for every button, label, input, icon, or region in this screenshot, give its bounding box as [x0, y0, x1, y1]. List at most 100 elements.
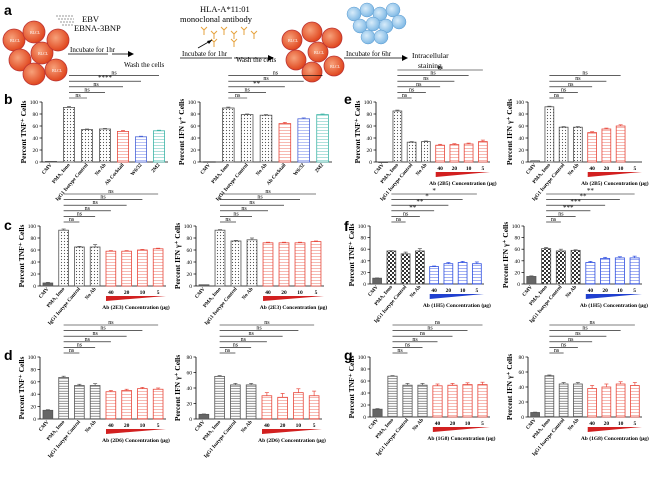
step3-incubate-text: Incubate for 6hr: [346, 50, 392, 58]
ramp-label: Ab (1G8) Concentration (μg): [581, 435, 649, 442]
y-axis-label: Percent IFN γ⁺ Cells: [501, 222, 510, 288]
x-tick-label: 40: [437, 166, 443, 172]
bar: [573, 126, 583, 163]
bar: [89, 246, 101, 287]
bar: [222, 107, 235, 163]
y-tick-label: 20: [191, 148, 197, 154]
x-tick-label: CMV: [525, 417, 538, 431]
bar: [443, 263, 454, 285]
significance-label: ns: [561, 342, 567, 348]
x-tick-label: 40: [435, 421, 441, 427]
y-tick-label: 40: [361, 259, 367, 265]
bar: [630, 385, 640, 418]
bar: [541, 248, 552, 285]
bar: [45, 160, 57, 163]
significance-label: ns: [402, 93, 408, 99]
significance-label: ns: [225, 348, 231, 354]
significance-label: ns: [568, 82, 574, 88]
cell-label: BLCL: [330, 64, 341, 69]
concentration-ramp: [585, 294, 642, 299]
significance-label: ns: [423, 76, 429, 82]
bar: [230, 384, 241, 420]
significance-label: ****: [98, 74, 113, 82]
x-tick-label: No Ab: [241, 286, 255, 301]
bar: [214, 375, 225, 420]
y-tick-label: 40: [33, 136, 39, 142]
y-tick-label: 40: [187, 260, 193, 266]
significance-label: ns: [416, 82, 422, 88]
y-tick-label: 20: [519, 148, 525, 154]
y-tick-label: 100: [516, 100, 525, 106]
panel-label: b: [4, 91, 13, 107]
concentration-ramp: [587, 427, 642, 432]
significance-label: ns: [558, 211, 564, 217]
x-tick-label: 20: [452, 166, 458, 172]
significance-label: ns: [235, 93, 241, 99]
significance-label: ***: [570, 198, 581, 206]
x-tick-label: 40: [265, 290, 271, 296]
bar: [402, 384, 413, 418]
significance-label: **: [253, 80, 261, 88]
bar: [530, 412, 540, 418]
y-tick-label: 0: [521, 415, 524, 421]
bar: [435, 144, 445, 163]
arrow-head-icon: [268, 55, 274, 61]
bar: [387, 375, 398, 418]
bar: [74, 385, 85, 420]
bar: [526, 276, 537, 285]
significance-label: ns: [92, 200, 98, 206]
x-tick-label: 5: [633, 288, 636, 294]
significance-label: ns: [396, 217, 402, 223]
significance-label: **: [580, 193, 588, 201]
y-tick-label: 80: [31, 367, 37, 373]
bar: [555, 250, 566, 285]
y-tick-label: 60: [515, 247, 521, 253]
y-tick-label: 80: [187, 355, 193, 361]
significance-label: ns: [575, 331, 581, 337]
y-tick-label: 100: [364, 100, 373, 106]
bar: [432, 385, 443, 418]
x-tick-label: CMV: [367, 417, 380, 431]
significance-label: ns: [264, 320, 270, 326]
bar: [378, 161, 388, 164]
y-tick-label: 60: [31, 380, 37, 386]
bar: [137, 249, 148, 287]
significance-label: ns: [92, 331, 98, 337]
y-tick-label: 100: [28, 355, 37, 361]
y-tick-label: 100: [184, 224, 193, 230]
arrow-head-icon: [128, 51, 134, 57]
panel-label: c: [4, 217, 12, 233]
significance-label: ns: [582, 71, 588, 77]
x-tick-label: 20: [281, 290, 287, 296]
bar: [544, 375, 555, 418]
antibody-name: HLA-A*11:01: [200, 4, 250, 14]
y-tick-label: 60: [519, 124, 525, 130]
x-tick-label: 40: [589, 421, 595, 427]
ramp-label: Ab (2E3) Concentration (μg): [260, 304, 328, 311]
bar: [152, 248, 164, 287]
bar: [153, 130, 165, 163]
y-tick-label: 100: [358, 224, 367, 230]
significance-label: ns: [554, 93, 560, 99]
x-tick-label: No Ab: [565, 284, 579, 299]
cell-label: BLCL: [30, 30, 41, 35]
y-tick-label: 20: [187, 402, 193, 408]
bar: [42, 282, 54, 287]
y-axis-label: Percent TNF⁺ Cells: [17, 225, 26, 288]
x-tick-label: 20: [124, 423, 130, 429]
y-tick-label: 100: [28, 224, 37, 230]
bar: [245, 384, 257, 420]
cell-label: BLCL: [314, 50, 325, 55]
significance-label: ns: [589, 320, 595, 326]
bar: [246, 239, 258, 287]
bar: [240, 114, 254, 163]
x-tick-label: 5: [157, 423, 160, 429]
panel-label: g: [344, 347, 353, 363]
ramp-label: Ab (1H5) Concentration (μg): [423, 302, 491, 309]
significance-label: ns: [430, 71, 436, 77]
bar: [421, 141, 431, 163]
bar: [447, 384, 458, 418]
x-tick-label: 5: [482, 166, 485, 172]
